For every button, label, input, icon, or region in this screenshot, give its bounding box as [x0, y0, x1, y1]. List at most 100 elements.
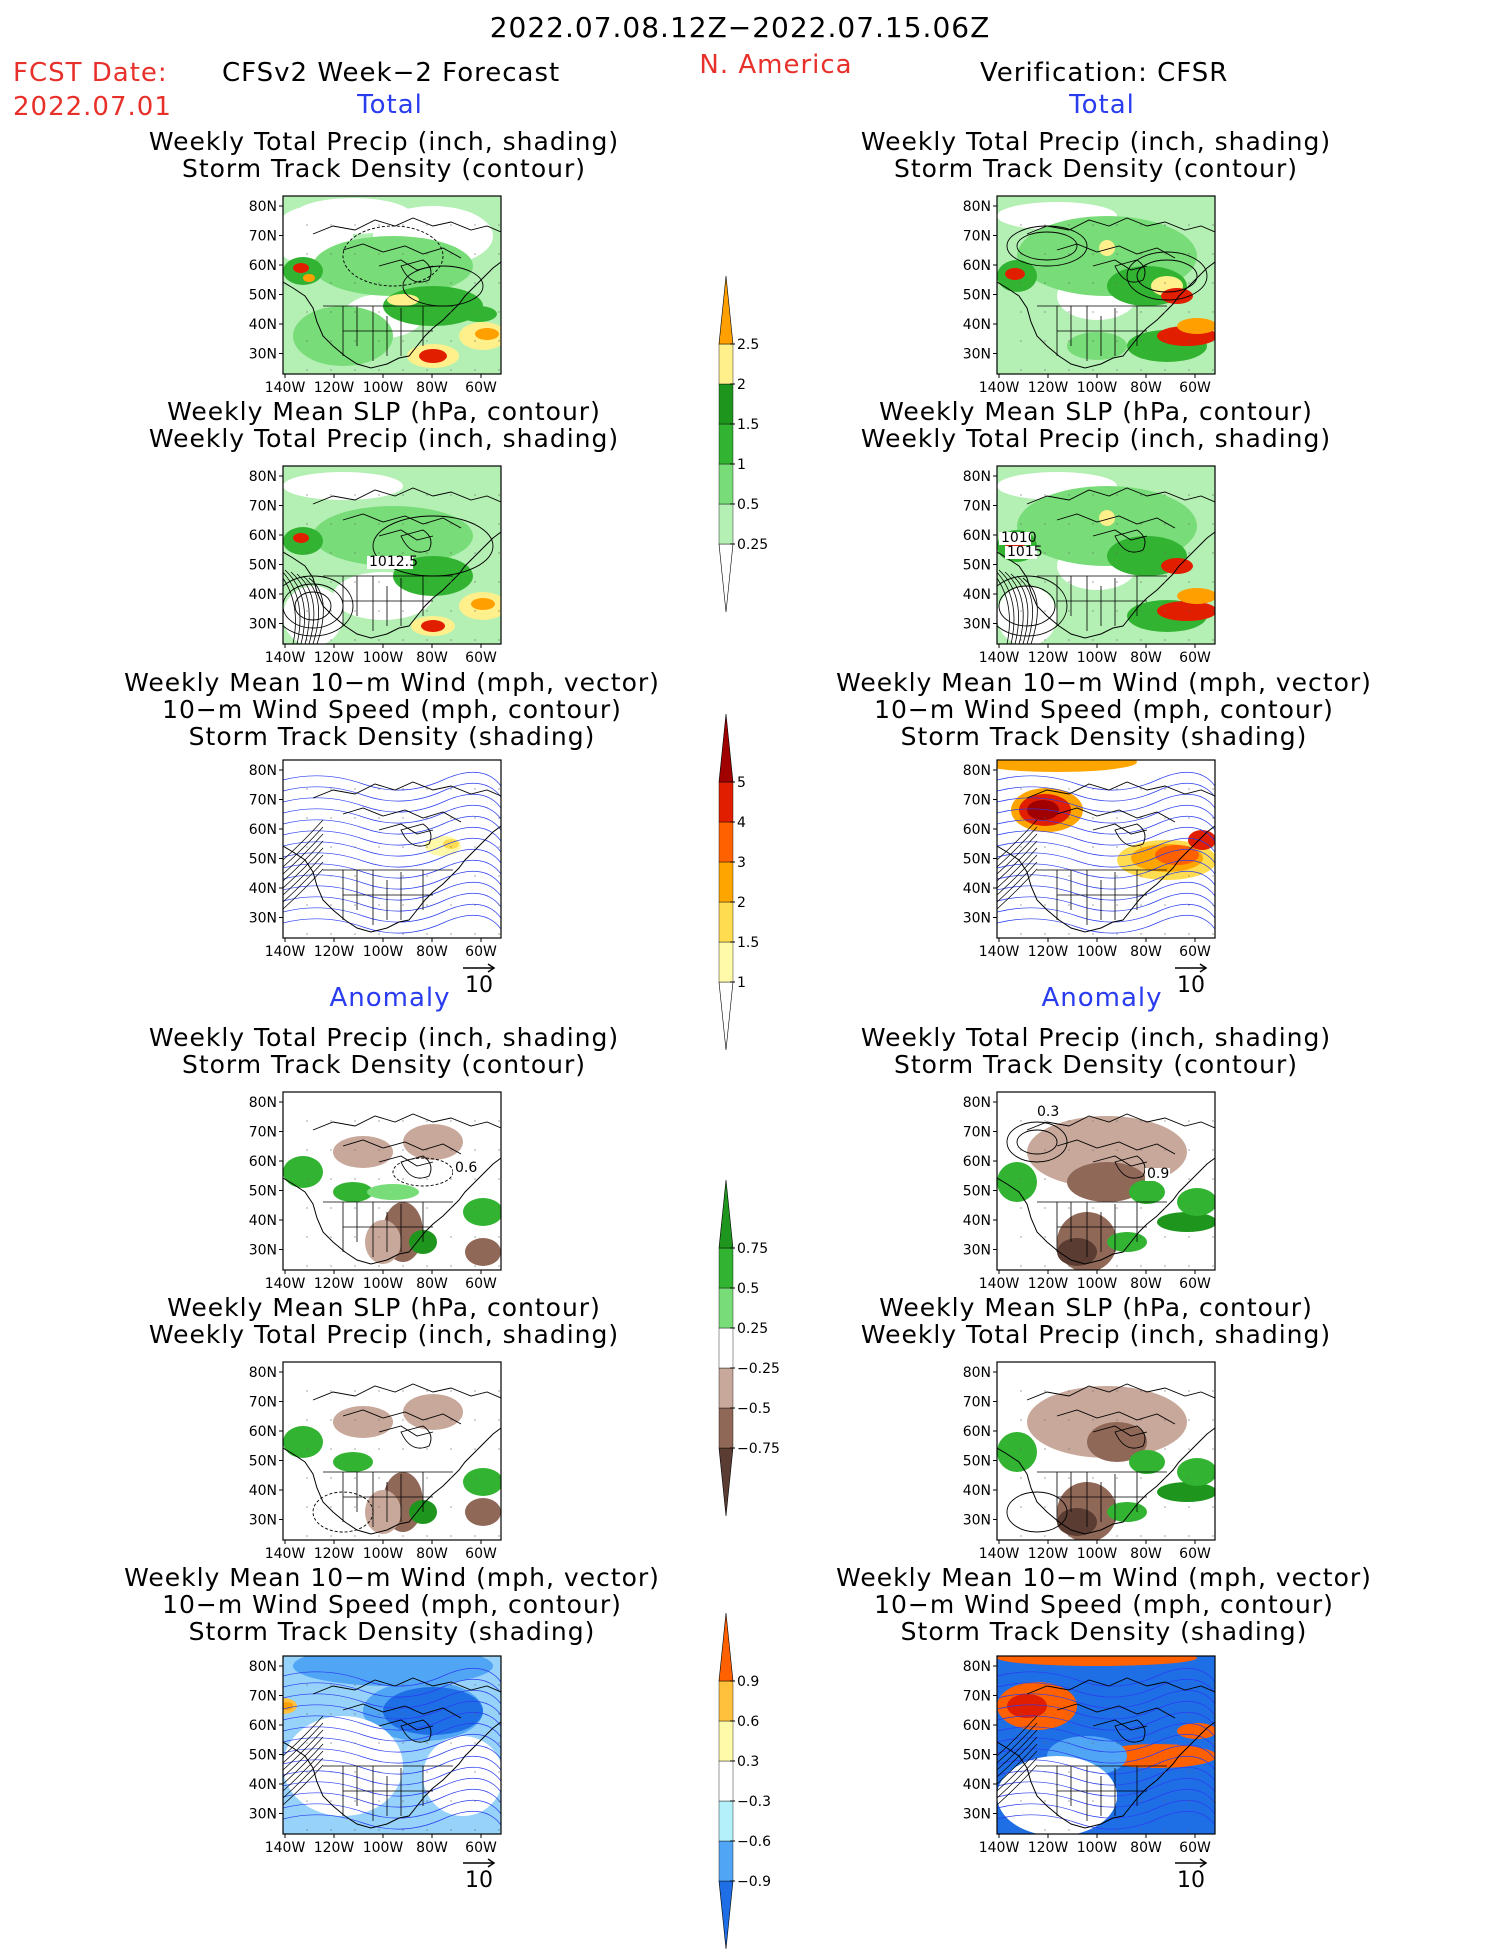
lat-tick-label: 80N — [249, 1095, 277, 1111]
wind-speed-contour — [283, 826, 324, 868]
graticule-point — [1188, 1178, 1190, 1180]
graticule-point — [426, 1477, 428, 1479]
graticule-point — [306, 253, 308, 255]
graticule-point — [1068, 1448, 1070, 1450]
graticule-point — [330, 1800, 332, 1802]
graticule-point — [474, 311, 476, 313]
colorbar-label: 3 — [737, 855, 746, 871]
graticule-point — [306, 788, 308, 790]
slp-contour — [283, 571, 301, 644]
graticule-point — [474, 610, 476, 612]
graticule-point — [426, 1178, 428, 1180]
graticule-point — [1068, 1800, 1070, 1802]
graticule-point — [1092, 904, 1094, 906]
lon-tick-label: 140W — [979, 1546, 1020, 1562]
graticule-point — [426, 788, 428, 790]
graticule-point — [378, 253, 380, 255]
shaded-region — [419, 349, 447, 363]
graticule-point — [498, 639, 500, 641]
graticule-point — [402, 1477, 404, 1479]
shaded-region — [1177, 1723, 1215, 1739]
lon-tick-label: 120W — [314, 650, 355, 666]
graticule-point — [1164, 1265, 1166, 1267]
graticule-point — [306, 933, 308, 935]
graticule-point — [1212, 1771, 1214, 1773]
map-panel: 0.3 0.9 80N 70N 60N 50N 40N 30N 140W 120W 100W 80W 6… — [963, 1091, 1216, 1292]
vector-reference-value: 10 — [465, 973, 493, 998]
graticule-point — [474, 846, 476, 848]
shaded-region — [465, 1238, 501, 1266]
lat-tick-label: 70N — [249, 229, 277, 245]
shaded-region — [1067, 332, 1127, 360]
lat-tick-label: 60N — [963, 258, 991, 274]
graticule-point — [1140, 788, 1142, 790]
graticule-point — [474, 282, 476, 284]
graticule-point — [1212, 610, 1214, 612]
graticule-point — [1116, 817, 1118, 819]
graticule-point — [1212, 1713, 1214, 1715]
graticule-point — [1092, 1684, 1094, 1686]
graticule-point — [450, 1390, 452, 1392]
colorbar-segment — [718, 1367, 734, 1409]
lat-tick-label: 30N — [963, 617, 991, 633]
graticule-point — [426, 904, 428, 906]
lon-tick-label: 140W — [265, 944, 306, 960]
title-line: Weekly Mean 10−m Wind (mph, vector) — [836, 668, 1372, 697]
graticule-point — [1044, 1236, 1046, 1238]
graticule-point — [378, 1742, 380, 1744]
graticule-point — [1188, 311, 1190, 313]
graticule-point — [474, 1265, 476, 1267]
graticule-point — [474, 552, 476, 554]
graticule-point — [498, 1419, 500, 1421]
wind-speed-contour — [283, 868, 324, 910]
lat-tick-label: 40N — [249, 881, 277, 897]
shaded-region — [463, 1198, 501, 1226]
lat-tick-label: 30N — [963, 911, 991, 927]
map-frame — [282, 1655, 502, 1835]
graticule-point — [354, 253, 356, 255]
graticule-point — [1116, 639, 1118, 641]
graticule-point — [330, 581, 332, 583]
wind-speed-contour — [283, 1766, 501, 1786]
graticule-point — [474, 788, 476, 790]
lat-tick-label: 30N — [249, 1243, 277, 1259]
graticule-point — [1068, 552, 1070, 554]
graticule-point — [1068, 311, 1070, 313]
total-storm-colorbar: 1 1.5 2 3 4 5 — [718, 713, 759, 1051]
graticule-point — [426, 311, 428, 313]
graticule-point — [306, 1477, 308, 1479]
lat-tick-label: 70N — [963, 793, 991, 809]
graticule-point — [1164, 904, 1166, 906]
lon-tick-label: 100W — [1077, 944, 1118, 960]
lon-tick-label: 100W — [363, 650, 404, 666]
contour-line — [1016, 1129, 1058, 1155]
graticule-point — [1092, 846, 1094, 848]
lat-tick-label: 70N — [249, 1125, 277, 1141]
lon-tick-label: 120W — [1028, 1840, 1069, 1856]
graticule-point — [1020, 846, 1022, 848]
lat-tick-label: 50N — [249, 1184, 277, 1200]
graticule-point — [402, 1535, 404, 1537]
panel-title-fcst-total-precip: Weekly Total Precip (inch, shading) Stor… — [149, 128, 619, 182]
graticule-point — [330, 552, 332, 554]
graticule-point — [1164, 1149, 1166, 1151]
graticule-point — [330, 253, 332, 255]
graticule-point — [1020, 639, 1022, 641]
state-borders — [1037, 1471, 1167, 1527]
contour-line — [1136, 259, 1198, 293]
graticule-point — [1020, 1506, 1022, 1508]
shaded-region — [997, 1432, 1037, 1472]
contour-line — [1006, 1121, 1068, 1163]
graticule-point — [1140, 523, 1142, 525]
colorbar-segment — [718, 1880, 734, 1950]
graticule-point — [402, 1829, 404, 1831]
graticule-point — [450, 1149, 452, 1151]
graticule-point — [1068, 581, 1070, 583]
graticule-point — [1068, 1535, 1070, 1537]
colorbar-segment — [718, 1680, 734, 1722]
panel-title-fcst-total-slp: Weekly Mean SLP (hPa, contour) Weekly To… — [149, 398, 619, 452]
graticule-point — [1212, 523, 1214, 525]
graticule-point — [450, 1800, 452, 1802]
graticule-point — [306, 552, 308, 554]
